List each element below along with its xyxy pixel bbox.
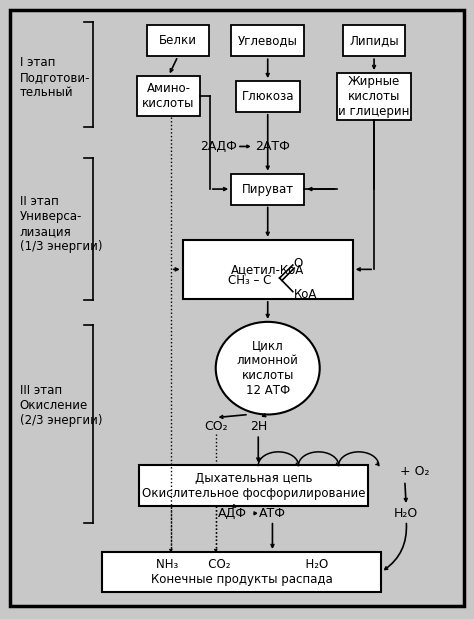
FancyBboxPatch shape [102,552,381,592]
Text: АТФ: АТФ [259,507,286,520]
Text: Белки: Белки [159,34,197,47]
Text: Цикл
лимонной
кислоты
12 АТФ: Цикл лимонной кислоты 12 АТФ [237,339,299,397]
Text: АДФ: АДФ [218,507,247,520]
Text: Амино-
кислоты: Амино- кислоты [142,82,195,110]
FancyBboxPatch shape [147,25,209,56]
Text: III этап
Окисление
(2/3 энергии): III этап Окисление (2/3 энергии) [19,384,102,426]
Text: Пируват: Пируват [242,183,294,196]
Text: O: O [294,258,303,271]
Text: H₂O: H₂O [394,507,419,520]
FancyBboxPatch shape [231,173,304,204]
Ellipse shape [216,322,319,415]
Text: II этап
Универса-
лизация
(1/3 энергии): II этап Универса- лизация (1/3 энергии) [19,195,102,253]
Text: CO₂: CO₂ [204,420,228,433]
FancyBboxPatch shape [236,81,300,112]
Text: Жирные
кислоты
и глицерин: Жирные кислоты и глицерин [338,75,410,118]
Text: 2АТФ: 2АТФ [255,140,290,153]
FancyBboxPatch shape [337,73,410,119]
Text: 2H: 2H [250,420,267,433]
Text: 2АДФ: 2АДФ [200,140,237,153]
Text: Дыхательная цепь
Окислительное фосфорилирование: Дыхательная цепь Окислительное фосфорили… [142,472,365,500]
Text: КоА: КоА [294,288,317,301]
Text: Липиды: Липиды [349,34,399,47]
FancyBboxPatch shape [343,25,405,56]
FancyBboxPatch shape [231,25,304,56]
FancyBboxPatch shape [182,240,353,299]
Text: CH₃ – C: CH₃ – C [228,274,271,287]
Text: Глюкоза: Глюкоза [241,90,294,103]
FancyBboxPatch shape [137,76,201,116]
Text: + O₂: + O₂ [400,465,429,478]
Text: I этап
Подготови-
тельный: I этап Подготови- тельный [19,56,90,100]
Text: NH₃        CO₂                    H₂O
Конечные продукты распада: NH₃ CO₂ H₂O Конечные продукты распада [151,558,333,586]
FancyBboxPatch shape [139,465,368,506]
Text: Углеводы: Углеводы [238,34,298,47]
Text: Ацетил-КоА: Ацетил-КоА [231,263,304,276]
